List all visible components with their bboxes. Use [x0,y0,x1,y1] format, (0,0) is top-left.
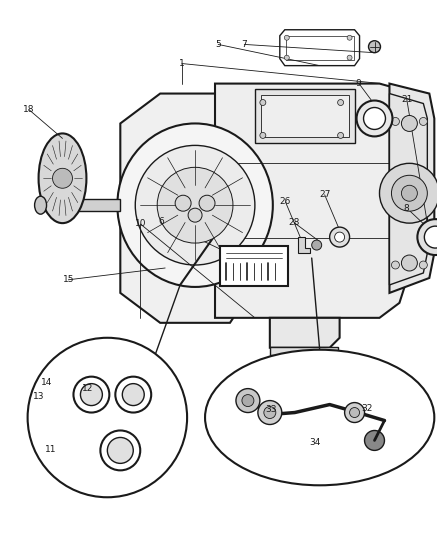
Circle shape [53,168,72,188]
Text: 6: 6 [159,217,164,226]
Circle shape [347,55,352,60]
Circle shape [368,41,381,53]
Ellipse shape [117,124,273,287]
Text: 32: 32 [362,405,373,414]
Text: 9: 9 [356,79,362,88]
Circle shape [284,55,289,60]
Circle shape [260,100,266,106]
Circle shape [350,408,360,417]
Text: 11: 11 [45,445,57,454]
Circle shape [188,208,202,222]
Bar [220,246,288,286]
Circle shape [347,35,352,40]
Circle shape [401,185,417,201]
Polygon shape [270,318,339,348]
Bar [286,36,353,60]
Circle shape [199,195,215,211]
Circle shape [357,101,392,136]
Circle shape [284,35,289,40]
Circle shape [392,261,399,269]
Text: 13: 13 [33,392,44,401]
Circle shape [28,338,187,497]
Circle shape [364,431,385,450]
Ellipse shape [205,350,434,486]
Text: 7: 7 [241,40,247,49]
Circle shape [157,167,233,243]
Text: 28: 28 [289,219,300,228]
Circle shape [417,219,438,255]
Circle shape [379,163,438,223]
Circle shape [424,226,438,248]
Circle shape [345,402,364,423]
Circle shape [419,261,427,269]
Circle shape [175,195,191,211]
Circle shape [392,175,427,211]
Text: 1: 1 [179,59,185,68]
Circle shape [338,100,343,106]
Circle shape [364,108,385,130]
Text: 5: 5 [215,40,221,49]
Polygon shape [280,30,360,66]
Circle shape [122,384,144,406]
Text: 12: 12 [81,384,93,393]
Text: 21: 21 [401,95,413,103]
Circle shape [135,146,255,265]
Text: 8: 8 [404,204,410,213]
Circle shape [392,117,399,125]
Circle shape [74,377,110,413]
Text: 34: 34 [309,439,321,447]
Ellipse shape [35,196,46,214]
Circle shape [260,132,266,139]
Circle shape [338,132,343,139]
Polygon shape [120,94,240,323]
Circle shape [115,377,151,413]
Bar [261,94,349,138]
Circle shape [401,116,417,132]
Circle shape [401,255,417,271]
Polygon shape [215,84,407,318]
Circle shape [258,401,282,424]
Text: 27: 27 [319,190,330,199]
Text: 18: 18 [23,105,35,114]
Text: 14: 14 [41,378,53,387]
Circle shape [242,394,254,407]
Polygon shape [389,84,434,293]
Text: 10: 10 [134,220,146,229]
Circle shape [107,438,133,463]
Circle shape [312,240,321,250]
Text: 33: 33 [265,406,277,415]
Bar [255,88,355,143]
Ellipse shape [39,133,86,223]
Text: 26: 26 [280,197,291,206]
Circle shape [236,389,260,413]
Circle shape [264,407,276,418]
Polygon shape [41,199,120,211]
Circle shape [335,232,345,242]
Bar [270,347,338,355]
Circle shape [81,384,102,406]
Circle shape [330,227,350,247]
Text: 15: 15 [63,275,74,284]
Circle shape [100,431,140,470]
Circle shape [419,117,427,125]
Polygon shape [298,237,310,253]
Polygon shape [389,94,427,285]
